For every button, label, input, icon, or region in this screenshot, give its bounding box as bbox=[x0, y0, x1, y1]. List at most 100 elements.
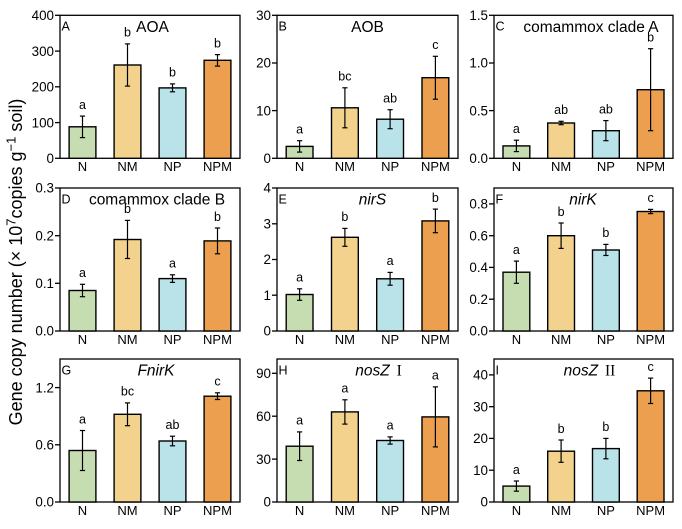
svg-text:b: b bbox=[169, 66, 176, 80]
svg-text:a: a bbox=[432, 369, 439, 383]
svg-text:G: G bbox=[62, 363, 72, 377]
svg-text:a: a bbox=[296, 414, 303, 428]
svg-text:NPM: NPM bbox=[421, 332, 450, 347]
svg-text:E: E bbox=[279, 192, 287, 206]
svg-text:N: N bbox=[295, 159, 304, 174]
svg-text:N: N bbox=[78, 159, 87, 174]
svg-text:a: a bbox=[296, 271, 303, 285]
svg-text:0.1: 0.1 bbox=[35, 276, 54, 291]
svg-text:3: 3 bbox=[264, 216, 271, 231]
svg-text:0: 0 bbox=[264, 324, 271, 339]
svg-text:a: a bbox=[79, 412, 86, 426]
svg-text:0.6: 0.6 bbox=[35, 438, 54, 453]
svg-text:NM: NM bbox=[117, 503, 137, 518]
svg-text:Gene copy number (× 107copies: Gene copy number (× 107copies g−1 soil) bbox=[4, 99, 27, 426]
svg-text:4: 4 bbox=[264, 181, 272, 196]
svg-text:0.3: 0.3 bbox=[35, 181, 54, 196]
svg-text:NM: NM bbox=[335, 159, 355, 174]
svg-text:A: A bbox=[62, 20, 71, 34]
svg-text:N: N bbox=[78, 503, 87, 518]
svg-text:C: C bbox=[496, 20, 505, 34]
svg-text:b: b bbox=[558, 422, 565, 436]
svg-text:NM: NM bbox=[335, 332, 355, 347]
svg-text:a: a bbox=[513, 463, 520, 477]
svg-text:NM: NM bbox=[551, 503, 571, 518]
svg-text:0: 0 bbox=[264, 495, 271, 510]
svg-text:bc: bc bbox=[338, 70, 351, 84]
svg-text:NPM: NPM bbox=[203, 159, 232, 174]
svg-text:a: a bbox=[341, 382, 348, 396]
svg-text:2: 2 bbox=[264, 252, 271, 267]
svg-text:N: N bbox=[512, 332, 521, 347]
svg-text:comammox clade A: comammox clade A bbox=[523, 19, 659, 36]
svg-text:0: 0 bbox=[264, 151, 271, 166]
svg-text:c: c bbox=[214, 375, 220, 389]
svg-text:a: a bbox=[79, 98, 86, 112]
svg-text:NP: NP bbox=[163, 159, 181, 174]
svg-text:1.5: 1.5 bbox=[469, 8, 488, 23]
svg-text:B: B bbox=[279, 20, 287, 34]
svg-text:0.0: 0.0 bbox=[469, 151, 488, 166]
svg-text:comammox clade B: comammox clade B bbox=[89, 192, 225, 209]
svg-text:NM: NM bbox=[117, 159, 137, 174]
svg-text:NM: NM bbox=[551, 159, 571, 174]
svg-text:NP: NP bbox=[597, 159, 615, 174]
svg-text:1.2: 1.2 bbox=[35, 380, 54, 395]
svg-text:bc: bc bbox=[121, 385, 134, 399]
svg-text:NM: NM bbox=[117, 332, 137, 347]
svg-text:b: b bbox=[602, 420, 609, 434]
svg-text:0.0: 0.0 bbox=[35, 495, 54, 510]
svg-text:N: N bbox=[295, 332, 304, 347]
svg-text:b: b bbox=[432, 191, 439, 205]
svg-text:F: F bbox=[496, 192, 504, 206]
svg-text:100: 100 bbox=[32, 115, 54, 130]
svg-text:ab: ab bbox=[599, 102, 613, 116]
svg-text:b: b bbox=[602, 226, 609, 240]
svg-text:NM: NM bbox=[551, 332, 571, 347]
svg-text:NP: NP bbox=[597, 332, 615, 347]
svg-text:N: N bbox=[512, 159, 521, 174]
svg-text:30: 30 bbox=[256, 452, 271, 467]
svg-text:FnirK: FnirK bbox=[137, 363, 175, 380]
svg-text:0.4: 0.4 bbox=[469, 260, 488, 275]
svg-text:NPM: NPM bbox=[203, 503, 232, 518]
svg-text:nirS: nirS bbox=[359, 192, 387, 209]
svg-text:a: a bbox=[387, 254, 394, 268]
svg-text:NPM: NPM bbox=[421, 159, 450, 174]
svg-text:90: 90 bbox=[256, 366, 271, 381]
svg-text:0.2: 0.2 bbox=[35, 228, 54, 243]
svg-text:NM: NM bbox=[335, 503, 355, 518]
svg-text:b: b bbox=[647, 31, 654, 45]
svg-text:NPM: NPM bbox=[636, 503, 665, 518]
svg-text:nosZ I: nosZ I bbox=[355, 363, 402, 380]
svg-text:nosZ II: nosZ II bbox=[564, 363, 616, 380]
svg-text:ab: ab bbox=[166, 418, 180, 432]
svg-text:ab: ab bbox=[383, 92, 397, 106]
svg-text:0: 0 bbox=[481, 495, 488, 510]
svg-text:30: 30 bbox=[473, 399, 488, 414]
svg-text:I: I bbox=[496, 363, 499, 377]
svg-text:b: b bbox=[124, 26, 131, 40]
svg-text:b: b bbox=[341, 210, 348, 224]
svg-text:0.6: 0.6 bbox=[469, 228, 488, 243]
svg-text:400: 400 bbox=[32, 8, 54, 23]
svg-text:NP: NP bbox=[381, 332, 399, 347]
svg-text:NP: NP bbox=[597, 503, 615, 518]
svg-text:a: a bbox=[169, 257, 176, 271]
svg-text:N: N bbox=[78, 332, 87, 347]
svg-text:c: c bbox=[647, 360, 653, 374]
svg-text:NP: NP bbox=[163, 332, 181, 347]
svg-text:NPM: NPM bbox=[636, 332, 665, 347]
svg-text:0.0: 0.0 bbox=[469, 324, 488, 339]
svg-text:D: D bbox=[62, 192, 71, 206]
svg-text:0.2: 0.2 bbox=[469, 292, 488, 307]
svg-text:1: 1 bbox=[264, 288, 271, 303]
svg-text:AOB: AOB bbox=[351, 19, 384, 36]
svg-text:nirK: nirK bbox=[569, 192, 597, 209]
svg-text:0.0: 0.0 bbox=[35, 324, 54, 339]
svg-text:b: b bbox=[124, 202, 131, 216]
svg-text:N: N bbox=[512, 503, 521, 518]
svg-text:NP: NP bbox=[381, 503, 399, 518]
svg-text:b: b bbox=[214, 36, 221, 50]
svg-text:NP: NP bbox=[381, 159, 399, 174]
